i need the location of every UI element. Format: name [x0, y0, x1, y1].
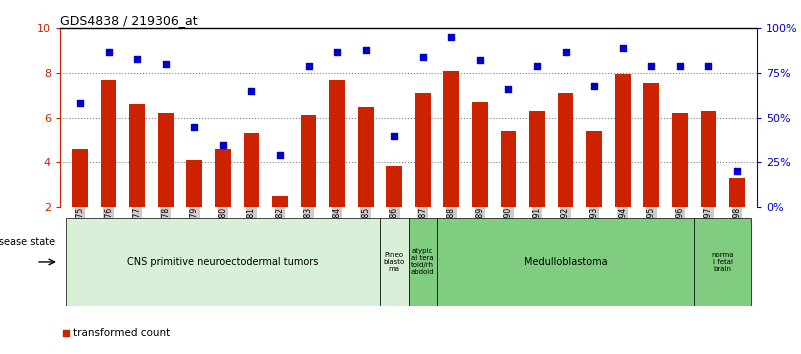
- Point: [453, 166, 465, 171]
- Bar: [215, 149, 231, 207]
- Bar: [244, 133, 260, 207]
- Text: Pineo
blasto
ma: Pineo blasto ma: [384, 252, 405, 272]
- Bar: [586, 131, 602, 207]
- Bar: [129, 104, 145, 207]
- Point: [331, 49, 344, 55]
- Point: [417, 54, 429, 60]
- Point: [502, 86, 515, 92]
- Text: Medulloblastoma: Medulloblastoma: [524, 257, 607, 267]
- Point: [530, 63, 543, 69]
- FancyBboxPatch shape: [694, 218, 751, 306]
- FancyBboxPatch shape: [66, 218, 380, 306]
- Text: CNS primitive neuroectodermal tumors: CNS primitive neuroectodermal tumors: [127, 257, 319, 267]
- Point: [645, 63, 658, 69]
- Point: [274, 153, 287, 158]
- Point: [216, 142, 229, 147]
- Point: [473, 58, 486, 63]
- Bar: [643, 83, 659, 207]
- Bar: [501, 131, 517, 207]
- Bar: [529, 111, 545, 207]
- Point: [388, 133, 400, 138]
- Text: GDS4838 / 219306_at: GDS4838 / 219306_at: [60, 14, 198, 27]
- FancyBboxPatch shape: [437, 218, 694, 306]
- Point: [188, 124, 201, 130]
- Point: [131, 56, 143, 62]
- Text: norma
l fetal
brain: norma l fetal brain: [711, 252, 734, 272]
- Bar: [615, 74, 630, 207]
- Text: disease state: disease state: [0, 238, 55, 247]
- Point: [360, 47, 372, 53]
- Text: atypic
al tera
toid/rh
abdoid: atypic al tera toid/rh abdoid: [411, 249, 435, 275]
- Bar: [444, 71, 459, 207]
- FancyBboxPatch shape: [409, 218, 437, 306]
- Point: [445, 34, 457, 40]
- Point: [674, 63, 686, 69]
- Point: [588, 83, 601, 88]
- Bar: [101, 80, 116, 207]
- Point: [245, 88, 258, 94]
- Bar: [329, 80, 345, 207]
- Point: [74, 101, 87, 106]
- Bar: [472, 102, 488, 207]
- Point: [731, 169, 743, 174]
- Bar: [272, 196, 288, 207]
- Bar: [729, 178, 745, 207]
- Bar: [557, 93, 574, 207]
- Text: transformed count: transformed count: [73, 328, 170, 338]
- Point: [302, 63, 315, 69]
- Bar: [187, 160, 202, 207]
- Point: [159, 61, 172, 67]
- Point: [103, 49, 115, 55]
- Bar: [415, 93, 431, 207]
- Point: [702, 63, 714, 69]
- Point: [559, 49, 572, 55]
- Bar: [300, 115, 316, 207]
- Bar: [158, 113, 174, 207]
- Bar: [72, 149, 88, 207]
- Point: [616, 45, 629, 51]
- Bar: [672, 113, 688, 207]
- Bar: [386, 166, 402, 207]
- Bar: [701, 111, 716, 207]
- FancyBboxPatch shape: [380, 218, 409, 306]
- Bar: [358, 107, 373, 207]
